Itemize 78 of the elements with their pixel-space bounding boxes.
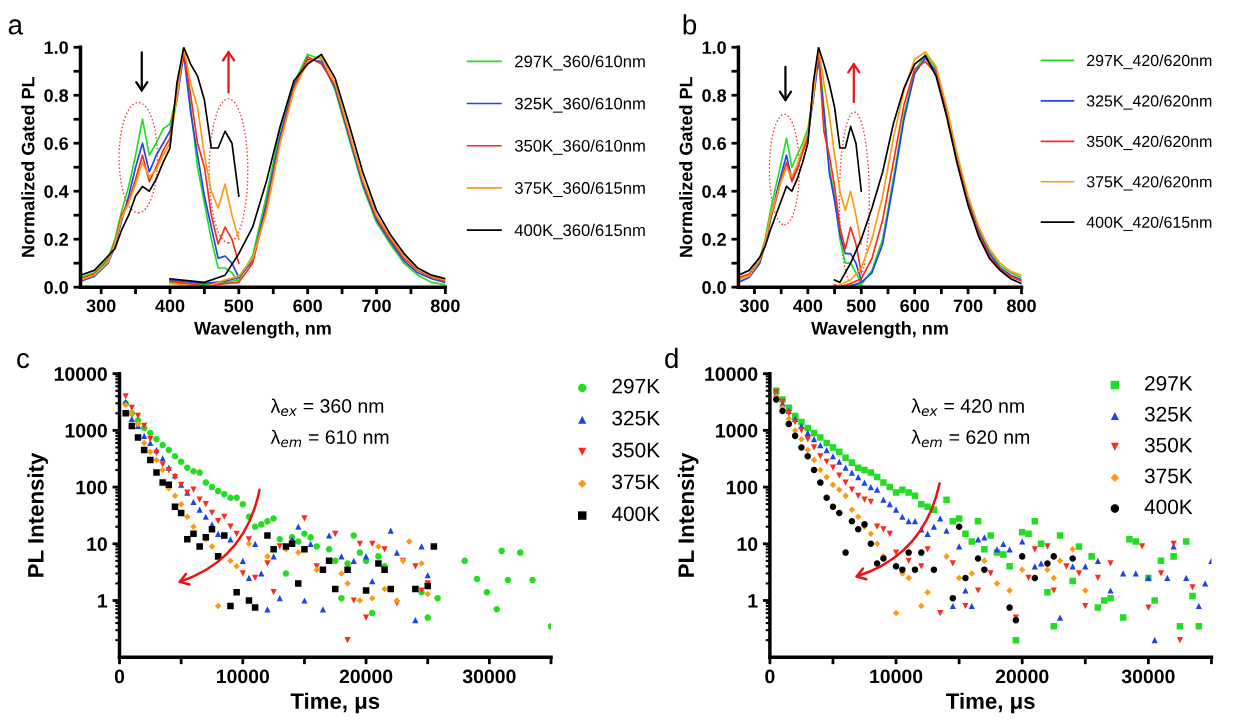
- x-tick-label: 10000: [870, 669, 923, 684]
- legend-label: 400K_420/615nm: [1086, 216, 1212, 231]
- x-tick-label: 20000: [995, 669, 1049, 684]
- x-tick-label: 700: [362, 299, 391, 313]
- x-axis-title: Time, μs: [290, 692, 380, 714]
- x-tick-label: 500: [846, 299, 876, 313]
- text: d: [665, 347, 678, 369]
- x-tick-label: 300: [739, 299, 769, 313]
- y-tick-label: 0.4: [44, 185, 69, 198]
- legend-label: 350K: [1144, 437, 1193, 453]
- x-tick-label: 600: [900, 299, 930, 313]
- y-tick-label: 1000: [716, 423, 758, 438]
- y-tick-label: 1.0: [702, 41, 726, 54]
- legend-label: 375K_420/620nm: [1086, 175, 1212, 191]
- x-tick-label: 500: [224, 299, 254, 313]
- legend-label: 400K: [611, 506, 660, 522]
- y-tick-label: 0.2: [702, 233, 726, 246]
- annotation: λ$_{ex}$ = 420 nm: [911, 398, 1024, 417]
- y-tick-label: 10000: [705, 367, 758, 381]
- y-tick-label: 0.0: [702, 281, 726, 294]
- legend-label: 325K: [612, 410, 660, 426]
- legend-label: 375K_360/615nm: [514, 181, 645, 198]
- text: a: [8, 19, 23, 35]
- text: b: [683, 14, 697, 35]
- y-tick-label: 100: [726, 480, 758, 495]
- y-axis-title: Normalized Gated PL: [679, 76, 693, 257]
- x-tick-label: 800: [430, 299, 460, 313]
- annotation: λ$_{ex}$ = 360 nm: [270, 398, 384, 417]
- y-tick-label: 0.8: [44, 89, 69, 102]
- x-tick-label: 30000: [1121, 669, 1175, 684]
- legend-label: 400K: [1144, 499, 1193, 515]
- annotation: λ$_{em}$ = 610 nm: [270, 429, 389, 448]
- legend-label: 400K_360/615nm: [514, 223, 645, 240]
- y-tick-label: 100: [76, 480, 107, 495]
- annotation: λ$_{em}$ = 620 nm: [911, 429, 1029, 448]
- x-tick-label: 400: [155, 299, 185, 313]
- x-tick-label: 0: [114, 669, 125, 684]
- y-tick-label: 10000: [54, 367, 107, 381]
- legend-label: 325K_420/620nm: [1086, 94, 1212, 110]
- x-tick-label: 0: [765, 669, 775, 684]
- legend-label: 350K_360/610nm: [514, 139, 645, 155]
- legend-label: 297K: [612, 378, 660, 394]
- x-tick-label: 400: [793, 299, 823, 313]
- legend-label: 350K_420/620nm: [1086, 135, 1212, 151]
- y-tick-label: 10: [87, 537, 107, 552]
- y-tick-label: 10: [737, 537, 758, 552]
- legend-label: 297K: [1145, 375, 1193, 391]
- y-tick-label: 0.0: [44, 281, 68, 294]
- y-tick-label: 0.4: [702, 185, 727, 198]
- legend-label: 325K: [1144, 406, 1193, 422]
- y-axis-title: PL Intensity: [677, 452, 699, 577]
- x-axis-title: Wavelength, nm: [194, 321, 331, 339]
- legend-label: 297K_360/610nm: [515, 55, 645, 71]
- y-axis-title: PL Intensity: [27, 452, 49, 577]
- legend-label: 325K_360/610nm: [514, 97, 645, 113]
- y-tick-label: 0.6: [44, 137, 69, 150]
- y-tick-label: 0.6: [702, 137, 726, 150]
- y-tick-label: 1: [748, 594, 758, 608]
- legend-label: 375K: [1144, 468, 1193, 484]
- legend-label: 297K_420/620nm: [1087, 54, 1212, 70]
- x-tick-label: 10000: [216, 669, 270, 684]
- x-axis-title: Wavelength, nm: [811, 321, 948, 339]
- y-tick-label: 1000: [65, 423, 107, 438]
- text: c: [17, 352, 30, 369]
- x-tick-label: 700: [953, 299, 983, 313]
- y-tick-label: 1: [98, 594, 108, 608]
- x-tick-label: 600: [293, 299, 322, 313]
- x-tick-label: 20000: [339, 669, 393, 684]
- y-axis-title: Normalized Gated PL: [21, 76, 35, 257]
- x-tick-label: 30000: [462, 669, 516, 684]
- y-tick-label: 0.8: [702, 89, 727, 102]
- y-tick-label: 0.2: [44, 233, 68, 246]
- legend-label: 350K: [612, 442, 660, 458]
- x-tick-label: 300: [86, 299, 116, 313]
- y-tick-label: 1.0: [44, 41, 68, 54]
- x-axis-title: Time, μs: [946, 692, 1035, 714]
- x-tick-label: 800: [1007, 299, 1036, 313]
- legend-label: 375K: [612, 474, 660, 490]
